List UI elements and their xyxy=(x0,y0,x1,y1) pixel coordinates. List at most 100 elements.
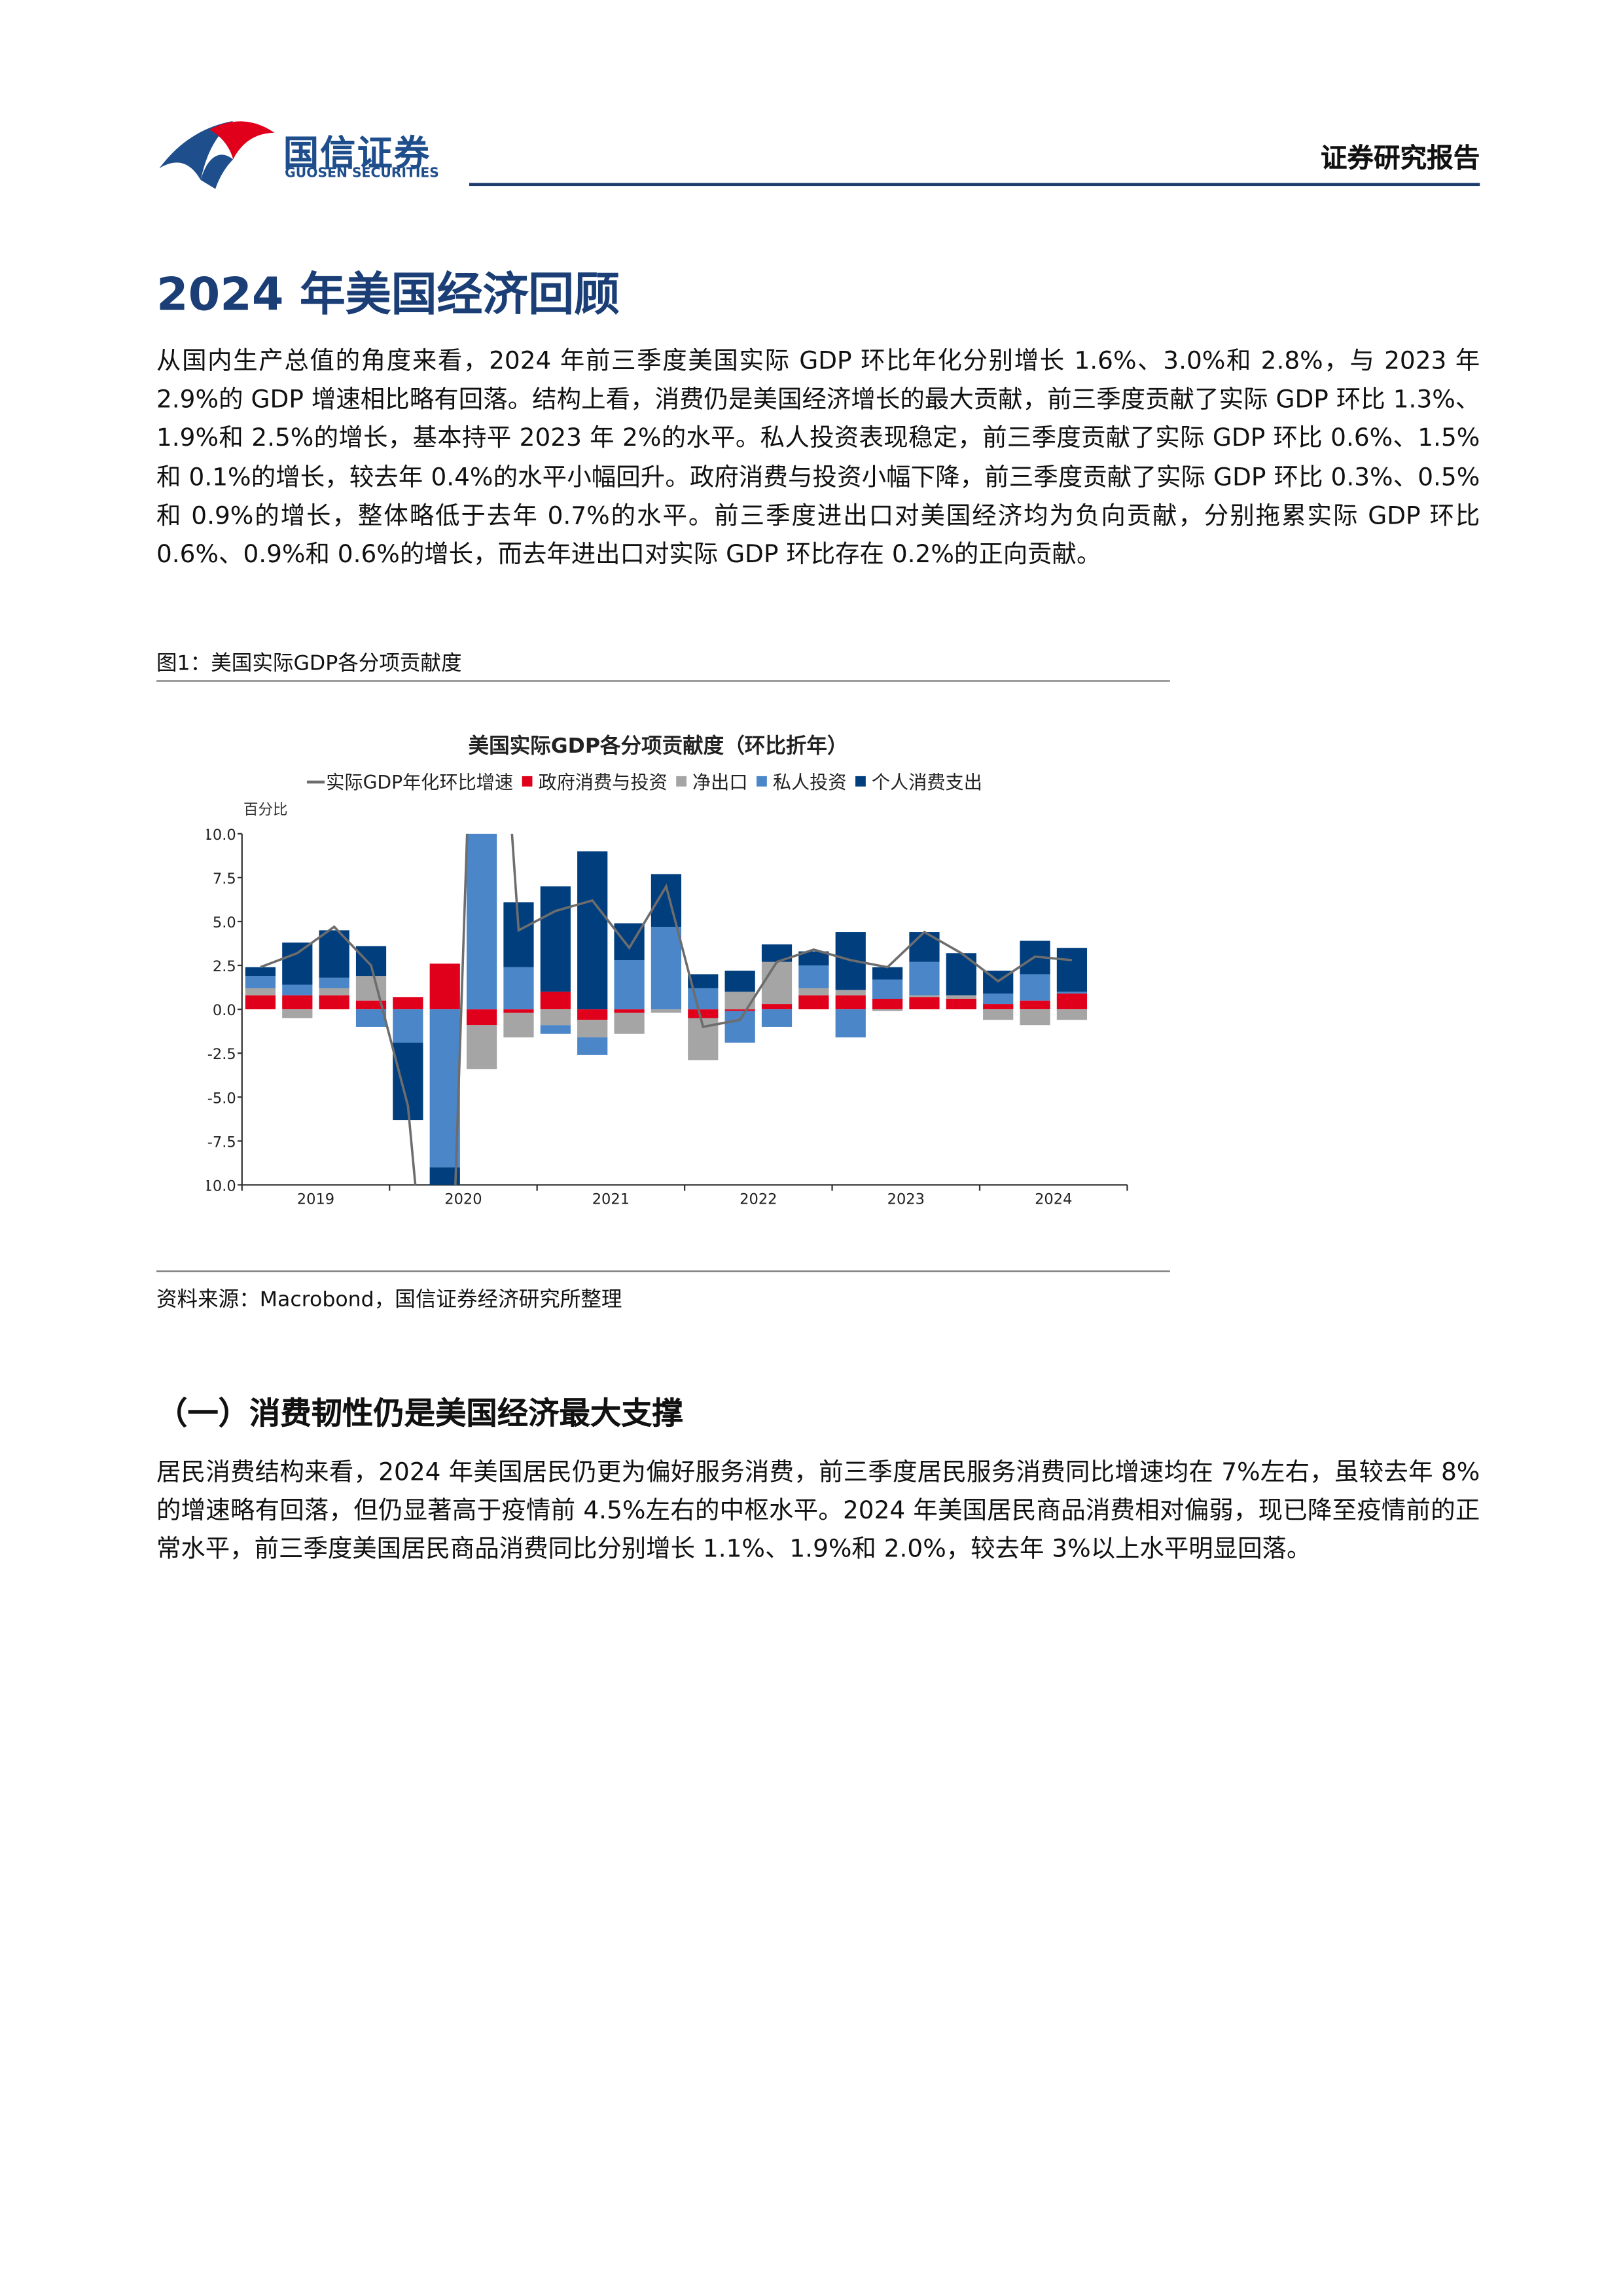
bar-segment xyxy=(282,995,313,1010)
page-title: 2024 年美国经济回顾 xyxy=(156,268,620,322)
bar-segment xyxy=(688,988,719,1010)
bar-segment xyxy=(651,927,682,1010)
bar-segment xyxy=(466,1025,497,1069)
bar-segment xyxy=(355,1000,387,1010)
bar-segment xyxy=(319,977,349,988)
y-axis-label: 百分比 xyxy=(243,802,288,819)
header-rule xyxy=(469,183,1480,187)
bar-segment xyxy=(872,999,903,1010)
paragraph: 从国内生产总值的角度来看，2024 年前三季度美国实际 GDP 环比年化分别增长… xyxy=(156,346,1480,569)
bar-segment xyxy=(761,1004,793,1010)
bar-segment xyxy=(577,851,608,1010)
y-tick-label: -7.5 xyxy=(207,1134,236,1151)
figure-source: 资料来源：Macrobond，国信证券经济研究所整理 xyxy=(156,1288,622,1312)
bar-segment xyxy=(614,1009,645,1013)
bar-segment xyxy=(282,942,313,985)
figure-rule xyxy=(156,1270,1170,1272)
bar-segment xyxy=(761,1009,793,1027)
bar-segment xyxy=(466,1009,497,1026)
bar-segment xyxy=(688,1009,719,1018)
bar-segment xyxy=(688,974,719,988)
bar-segment xyxy=(319,988,349,996)
brand-en: GUOSEN SECURITIES xyxy=(285,166,439,182)
bar-segment xyxy=(393,1009,423,1043)
report-type: 证券研究报告 xyxy=(1320,143,1480,175)
y-tick-label: 2.5 xyxy=(213,958,236,975)
bar-segment xyxy=(798,995,829,1010)
bar-segment xyxy=(355,976,387,1001)
bar-segment xyxy=(245,988,276,996)
x-group-label: 2022 xyxy=(740,1191,777,1208)
figure-rule xyxy=(156,680,1170,682)
bar-segment xyxy=(872,1009,903,1011)
bar-segment xyxy=(282,984,313,996)
bar-segment xyxy=(429,1009,460,1168)
bar-segment xyxy=(651,1009,682,1013)
bar-segment xyxy=(503,1009,534,1013)
bar-segment xyxy=(245,976,276,988)
bar-segment xyxy=(1056,992,1088,994)
logo xyxy=(159,120,275,189)
legend-swatch xyxy=(855,776,866,787)
bar-segment xyxy=(798,951,829,966)
brand: 国信证券 xyxy=(283,132,431,175)
legend-swatch xyxy=(676,776,687,787)
y-tick-label: 0.0 xyxy=(213,1002,236,1019)
bar-segment xyxy=(540,992,571,1010)
y-tick-label: -2.5 xyxy=(207,1046,236,1063)
bar-segment xyxy=(946,953,976,996)
x-group-label: 2019 xyxy=(297,1191,334,1208)
bar-segment xyxy=(724,971,755,992)
bar-segment xyxy=(429,963,460,1010)
bar-segment xyxy=(503,967,534,1010)
bar-segment xyxy=(651,874,682,927)
y-tick-label: -10.0 xyxy=(207,1177,236,1194)
bar-segment xyxy=(724,1011,755,1043)
bar-segment xyxy=(245,995,276,1010)
y-tick-label: -5.0 xyxy=(207,1090,236,1107)
chart-title: 美国实际GDP各分项贡献度（环比折年） xyxy=(469,734,848,758)
y-tick-label: 5.0 xyxy=(213,914,236,931)
bar-segment xyxy=(983,1009,1014,1020)
bar-segment xyxy=(724,1009,755,1011)
bar-segment xyxy=(355,1009,387,1027)
bar-segment xyxy=(577,1020,608,1038)
legend-swatch xyxy=(522,776,533,787)
bar-segment xyxy=(761,961,793,1005)
bar-segment xyxy=(577,1009,608,1020)
bar-segment xyxy=(909,995,940,997)
bar-segment xyxy=(835,995,866,1010)
bar-segment xyxy=(245,967,276,977)
y-tick-label: 7.5 xyxy=(213,870,236,888)
bar-segment xyxy=(909,932,940,962)
bar-segment xyxy=(614,1013,645,1034)
line-series xyxy=(260,833,1073,1185)
bar-segment xyxy=(872,979,903,999)
bar-segment xyxy=(1020,1009,1050,1026)
bar-segment xyxy=(393,997,423,1010)
bar-segment xyxy=(282,1009,313,1018)
bar-segment xyxy=(1056,948,1088,992)
x-group-label: 2021 xyxy=(592,1191,630,1208)
bar-segment xyxy=(983,1004,1014,1010)
bar-segment xyxy=(872,967,903,980)
legend-label: 净出口 xyxy=(692,772,748,793)
bar-segment xyxy=(1020,974,1050,1001)
bar-segment xyxy=(577,1037,608,1055)
bar-segment xyxy=(614,960,645,1010)
chart: 美国实际GDP各分项贡献度（环比折年） 百分比 10.0 7.5 5.0 2.5 0.0… xyxy=(207,734,1128,1208)
section-heading: （一）消费韧性仍是美国经济最大支撑 xyxy=(156,1395,683,1431)
bar-segment xyxy=(540,886,571,992)
legend-label: 实际GDP年化环比增速 xyxy=(326,772,513,793)
paragraph: 居民消费结构来看，2024 年美国居民仍更为偏好服务消费，前三季度居民服务消费同… xyxy=(156,1458,1480,1564)
bar-segment xyxy=(835,990,866,996)
legend-swatch xyxy=(757,776,767,787)
bar-segment xyxy=(540,1025,571,1034)
x-group-label: 2020 xyxy=(444,1191,482,1208)
bar-segment xyxy=(1056,993,1088,1010)
bar-segment xyxy=(909,961,940,996)
legend-label: 私人投资 xyxy=(773,772,847,793)
plot-area xyxy=(245,833,1088,1185)
y-tick-label: 10.0 xyxy=(207,827,236,844)
